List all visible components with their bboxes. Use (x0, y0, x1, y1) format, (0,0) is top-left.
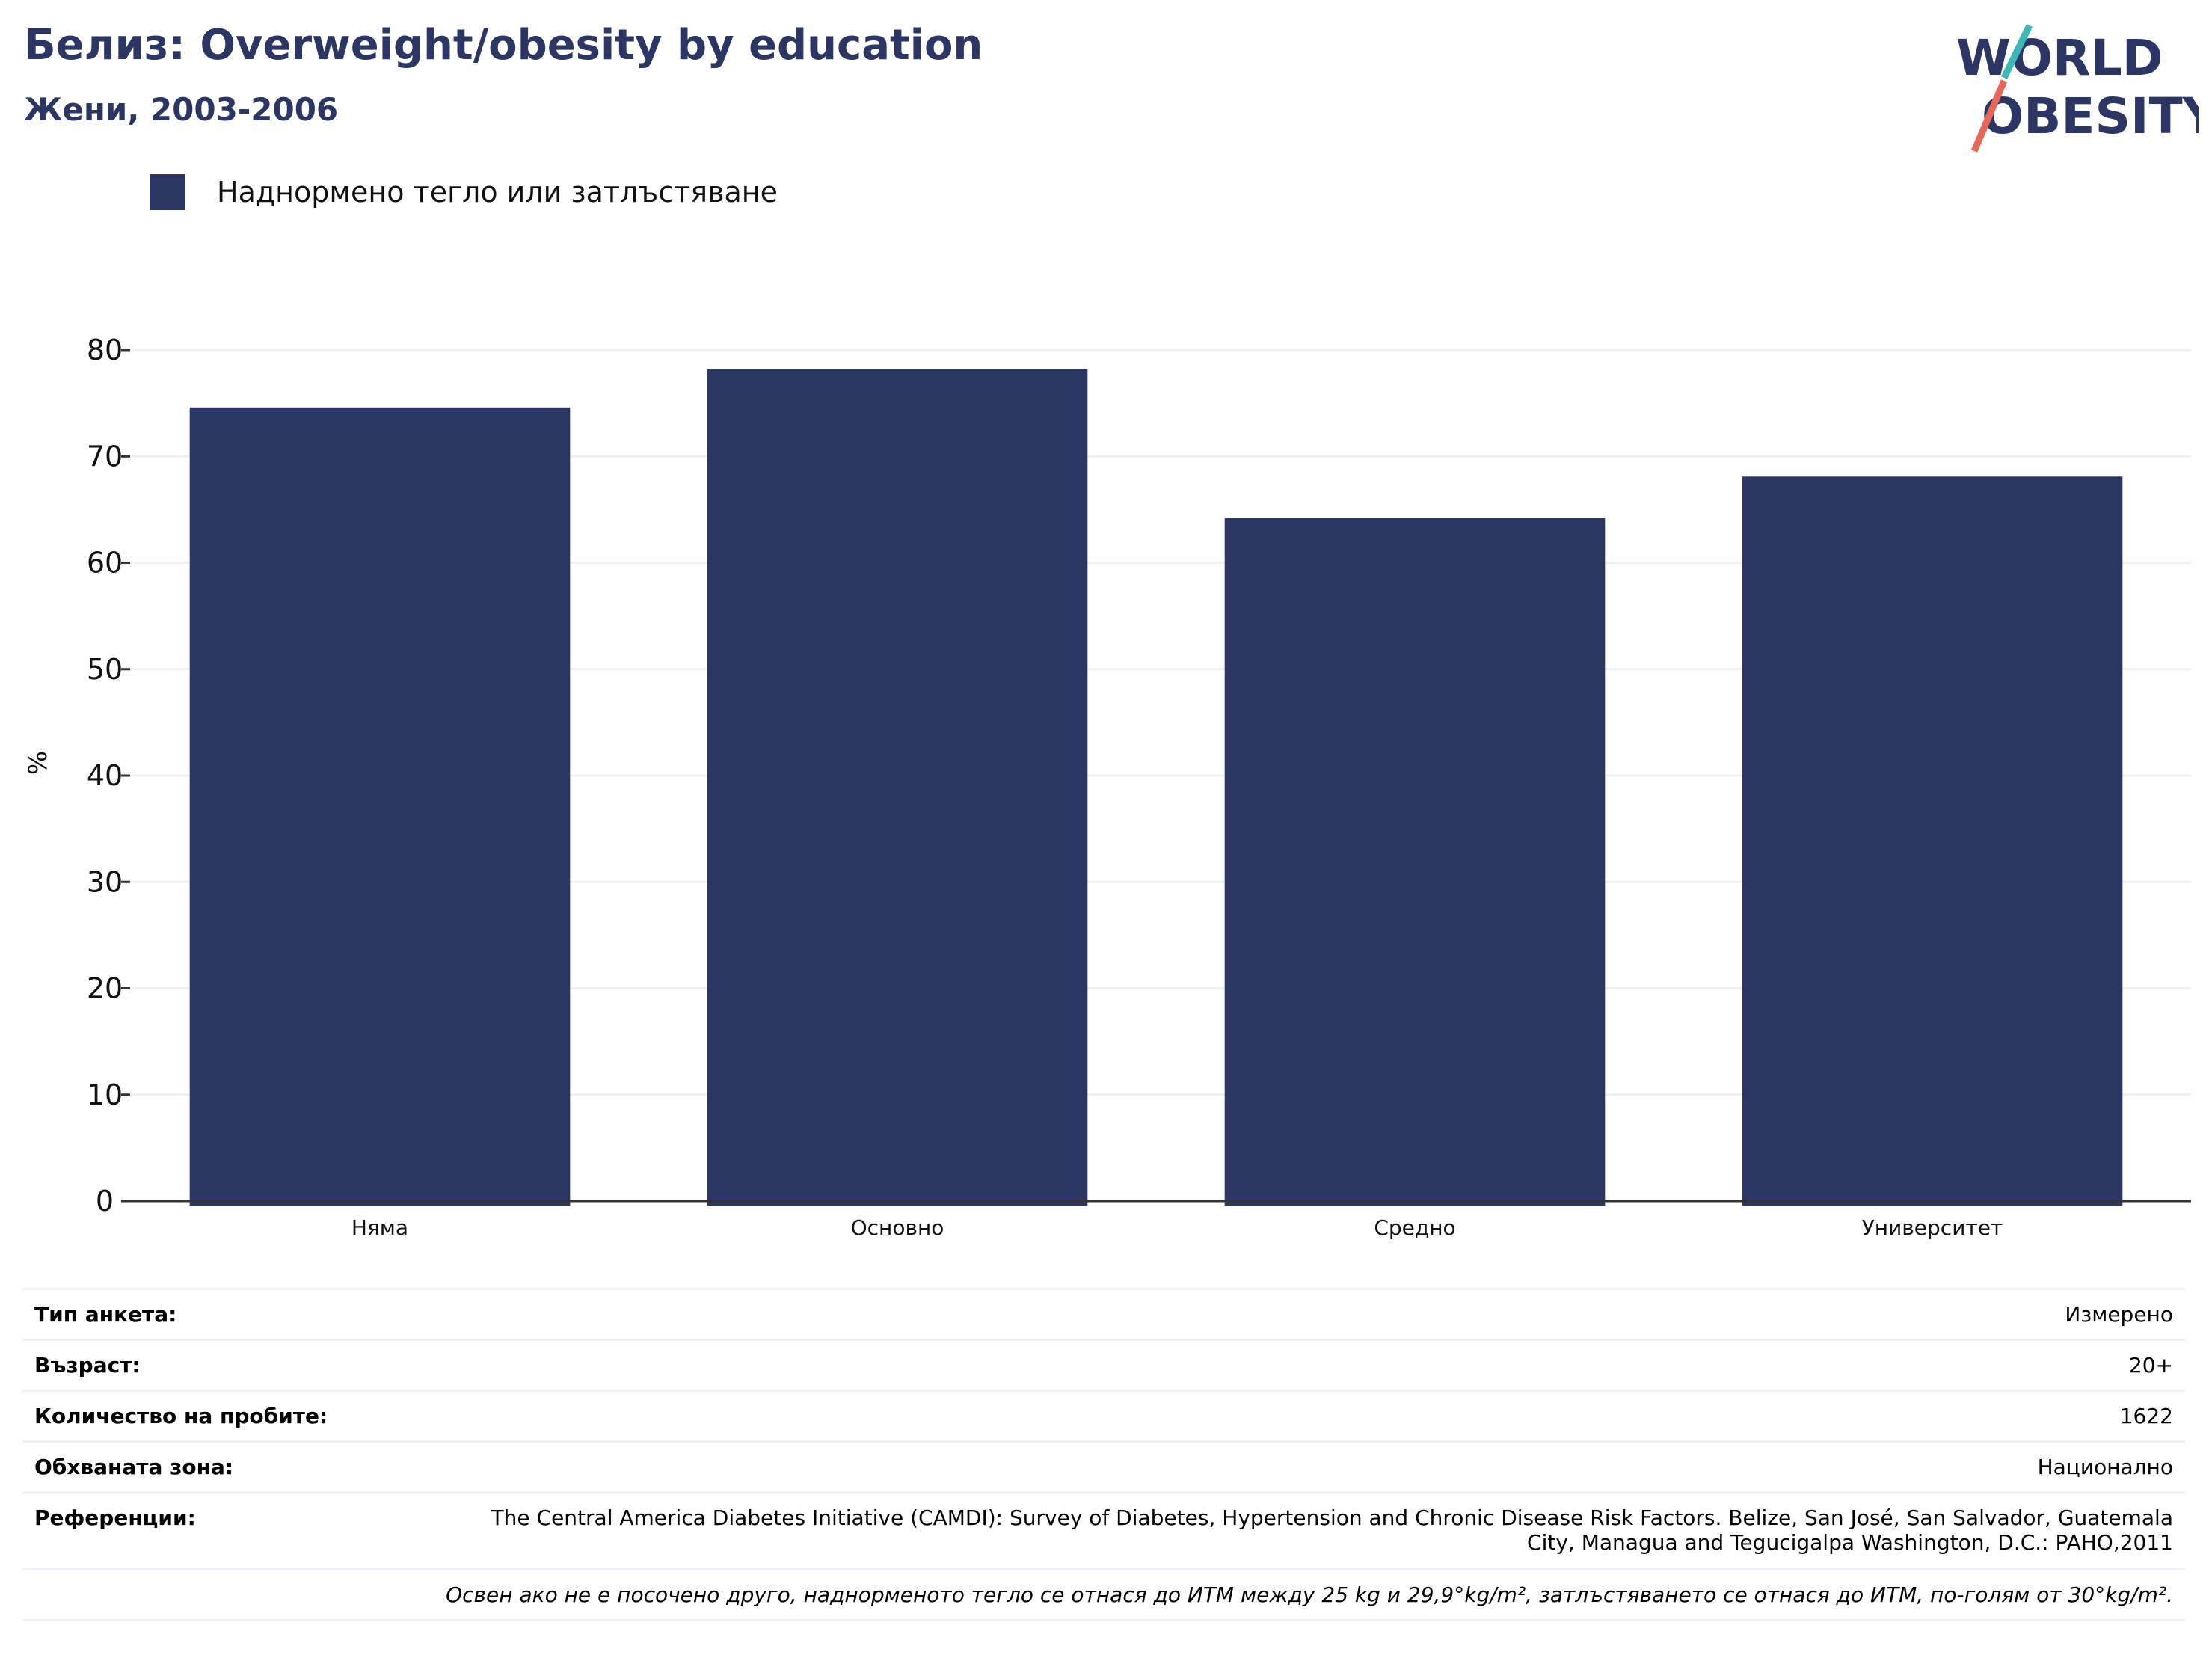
x-tick-label: Основно (851, 1215, 944, 1240)
x-tick-label: Няма (351, 1215, 408, 1240)
bar[interactable] (707, 369, 1088, 1206)
meta-value: 20+ (2128, 1353, 2173, 1378)
meta-value: Измерено (2065, 1302, 2173, 1327)
meta-note: Освен ако не е посочено друго, наднормен… (22, 1568, 2185, 1621)
y-tick-label: 60 (87, 547, 123, 580)
logo-line-2: OBESITY (1982, 88, 2199, 145)
logo-slash-teal (2000, 24, 2033, 79)
bar-chart: 0 10 20 30 40 50 60 70 80 Няма Основно Средно Униве… (23, 334, 2191, 1240)
y-tick-label: 10 (87, 1078, 123, 1111)
y-tick-label: 70 (87, 440, 123, 473)
meta-row-references: Референции: The Central America Diabetes… (22, 1491, 2185, 1568)
meta-value: Национално (2037, 1455, 2173, 1479)
logo-slash-coral (1970, 79, 2008, 153)
meta-row: Количество на пробите: 1622 (22, 1390, 2185, 1440)
bars (189, 369, 2123, 1206)
chart-subtitle: Жени, 2003-2006 (24, 91, 339, 128)
x-tick-label: Средно (1374, 1215, 1455, 1240)
x-axis-labels: Няма Основно Средно Университет (351, 1215, 2003, 1240)
metadata-table: Тип анкета: Измерено Възраст: 20+ Количество… (22, 1288, 2185, 1621)
chart-title: Белиз: Overweight/obesity by education (24, 21, 983, 70)
y-tick-label: 40 (87, 759, 123, 792)
world-obesity-logo: WORLD OBESITY (1956, 24, 2199, 153)
meta-value: 1622 (2119, 1404, 2173, 1428)
meta-row: Тип анкета: Измерено (22, 1288, 2185, 1339)
legend-swatch (150, 174, 185, 210)
meta-row: Обхваната зона: Национално (22, 1440, 2185, 1491)
y-tick-label: 0 (96, 1185, 114, 1218)
note-text: Освен ако не е посочено друго, наднормен… (446, 1582, 2173, 1607)
legend-label: Наднормено тегло или затлъстяване (217, 176, 778, 209)
meta-row: Възраст: 20+ (22, 1339, 2185, 1390)
bar[interactable] (1224, 518, 1606, 1206)
y-axis-ticks: 0 10 20 30 40 50 60 70 80 (87, 334, 130, 1218)
bar[interactable] (1742, 476, 2123, 1206)
y-tick-label: 30 (87, 865, 123, 898)
y-axis-label: % (23, 751, 53, 775)
meta-key: Количество на пробите: (34, 1404, 328, 1428)
y-tick-label: 50 (87, 653, 123, 686)
meta-value: The Central America Diabetes Initiative … (491, 1505, 2173, 1555)
y-tick-label: 80 (87, 334, 123, 366)
legend: Наднормено тегло или затлъстяване (150, 174, 778, 211)
meta-key: Обхваната зона: (34, 1455, 234, 1479)
bar[interactable] (189, 407, 571, 1206)
y-tick-label: 20 (87, 972, 123, 1005)
logo-line-1: WORLD (1956, 29, 2163, 87)
meta-key: Възраст: (34, 1353, 141, 1378)
meta-key: Референции: (34, 1505, 196, 1530)
x-tick-label: Университет (1862, 1215, 2003, 1240)
meta-key: Тип анкета: (34, 1302, 177, 1327)
